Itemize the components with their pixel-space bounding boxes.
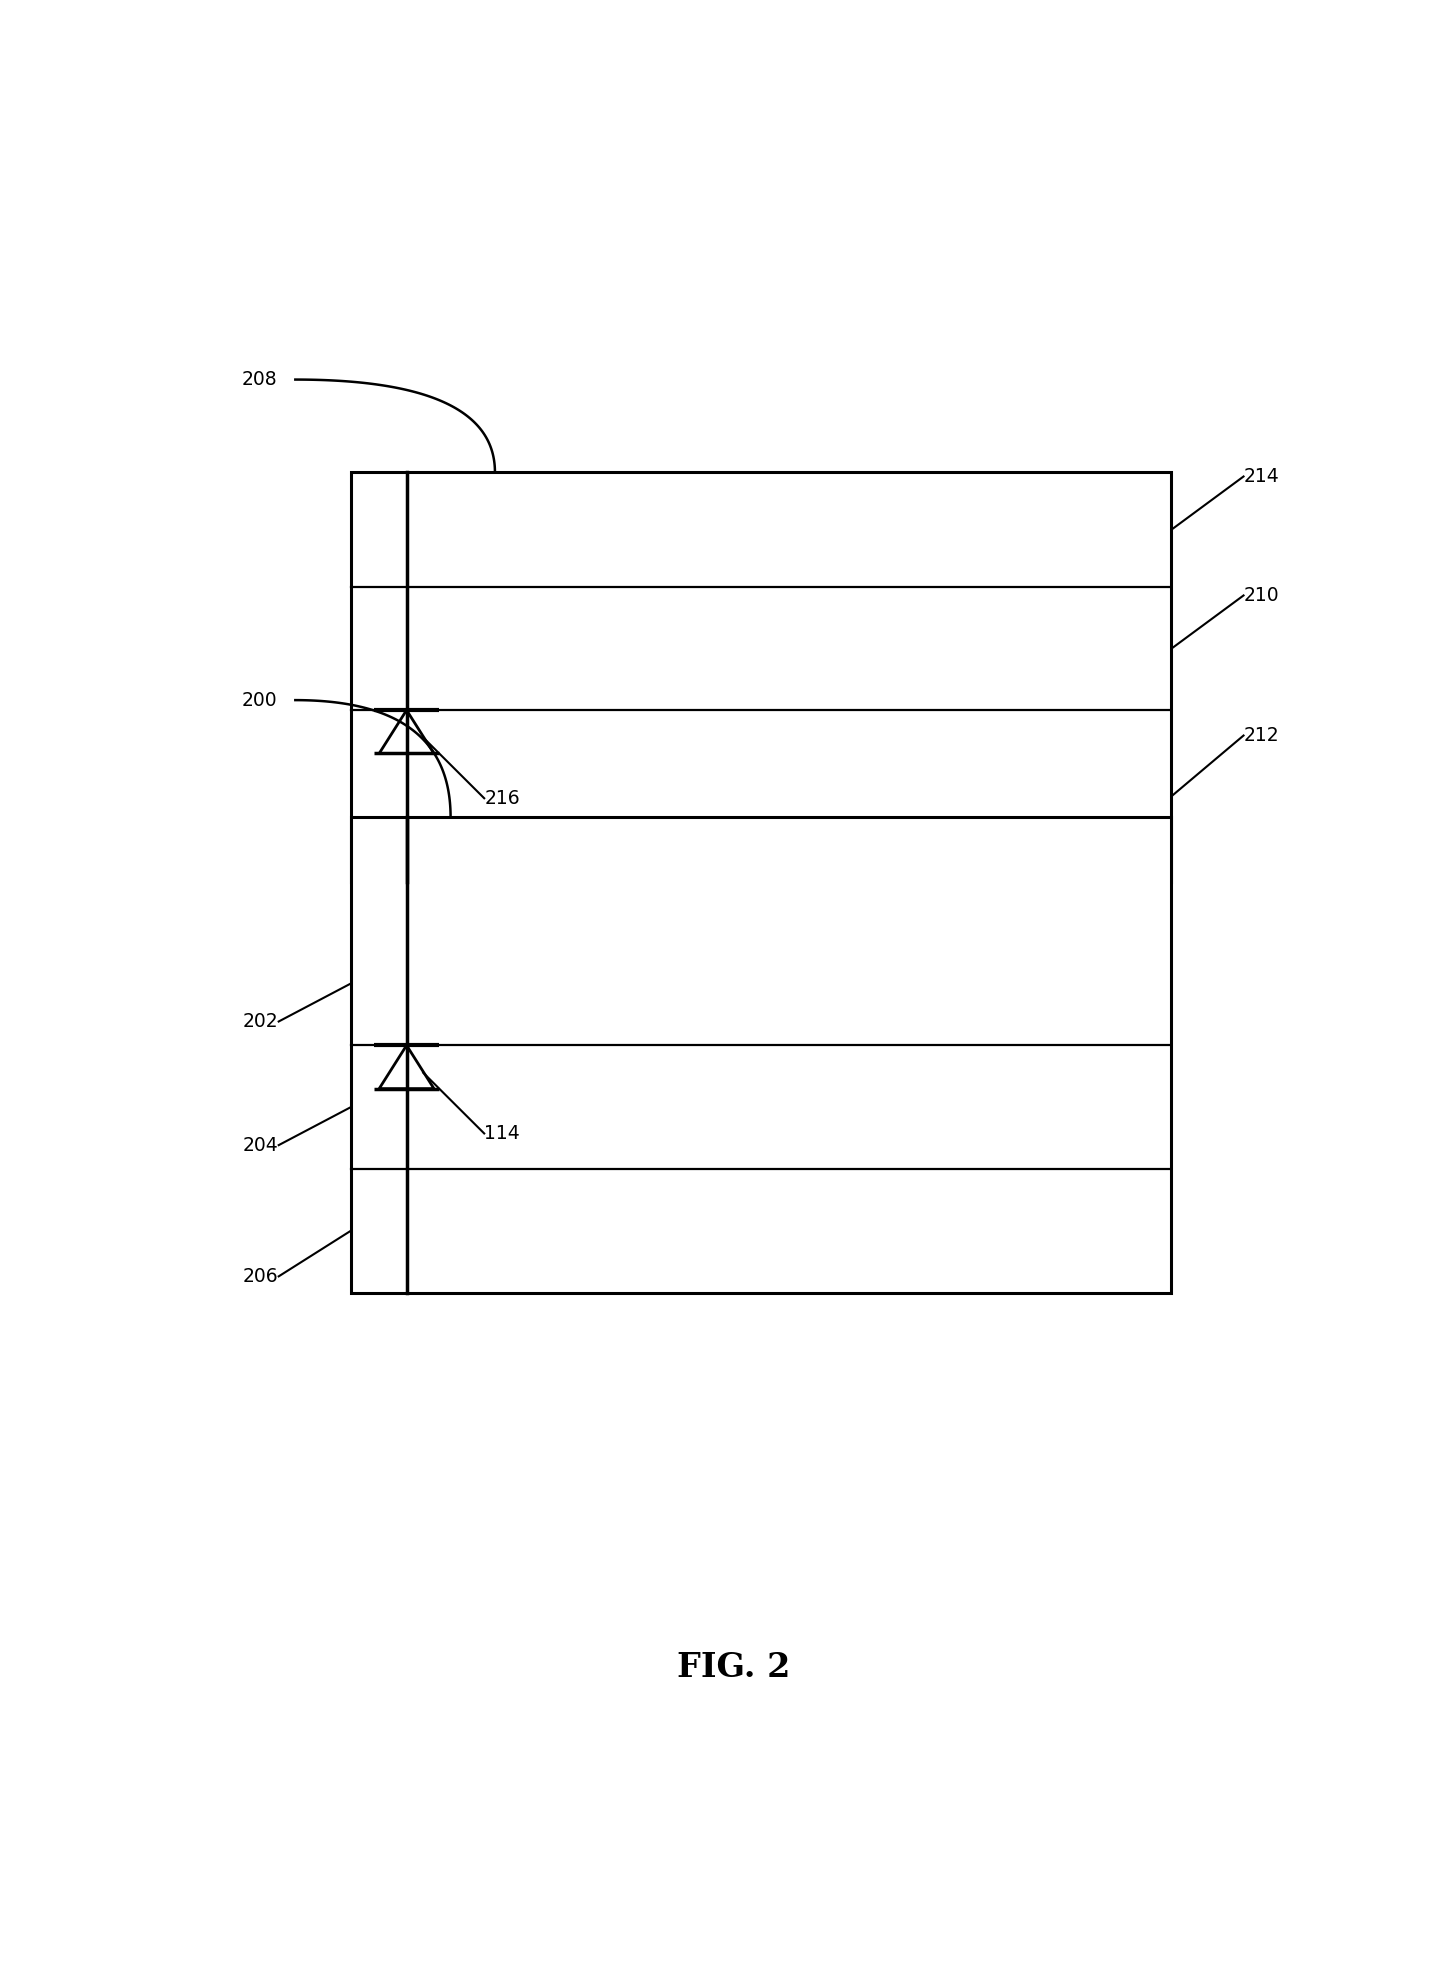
Text: 114: 114 bbox=[484, 1125, 519, 1142]
Text: 214: 214 bbox=[1244, 468, 1279, 485]
Text: 208: 208 bbox=[242, 371, 278, 389]
Text: 202: 202 bbox=[243, 1012, 279, 1032]
Bar bbox=[351, 817, 1172, 1292]
Text: 212: 212 bbox=[1244, 726, 1279, 746]
Bar bbox=[351, 472, 1172, 882]
Text: 204: 204 bbox=[243, 1136, 279, 1154]
Text: 216: 216 bbox=[484, 789, 519, 807]
Text: 206: 206 bbox=[243, 1267, 279, 1286]
Text: FIG. 2: FIG. 2 bbox=[677, 1651, 790, 1685]
Text: 210: 210 bbox=[1244, 586, 1279, 606]
Text: 200: 200 bbox=[242, 691, 278, 710]
